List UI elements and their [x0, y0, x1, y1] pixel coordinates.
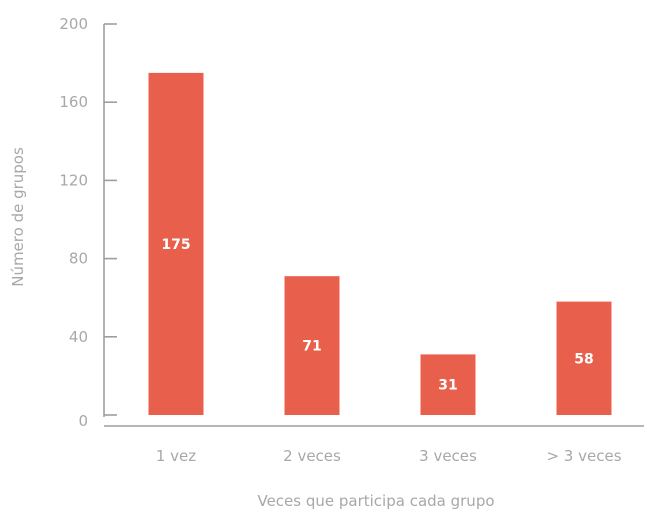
y-axis-title: Número de grupos: [9, 147, 27, 287]
y-axis: 0 40 80 120 160 200: [59, 15, 117, 430]
bar: [284, 276, 340, 415]
x-category-label: 2 veces: [283, 447, 341, 465]
x-axis-title: Veces que participa cada grupo: [257, 492, 494, 510]
y-tick-label: 80: [69, 250, 88, 268]
x-axis: 1 vez 2 veces 3 veces > 3 veces: [104, 425, 644, 465]
y-tick-label: 200: [59, 15, 88, 33]
y-tick-label: 40: [69, 328, 88, 346]
y-tick-label: 120: [59, 171, 88, 189]
x-category-label: > 3 veces: [546, 447, 621, 465]
y-tick-label: 0: [78, 412, 88, 430]
bar-value-label: 175: [161, 237, 190, 253]
bar: [420, 354, 476, 415]
bars: 175 71 31 58: [148, 72, 612, 415]
bar-value-label: 71: [302, 339, 321, 355]
y-tick-label: 160: [59, 93, 88, 111]
bar-value-label: 31: [438, 378, 457, 394]
x-category-label: 3 veces: [419, 447, 477, 465]
bar: [556, 301, 612, 415]
bar: [148, 72, 204, 415]
x-category-label: 1 vez: [156, 447, 196, 465]
bar-value-label: 58: [574, 351, 593, 367]
